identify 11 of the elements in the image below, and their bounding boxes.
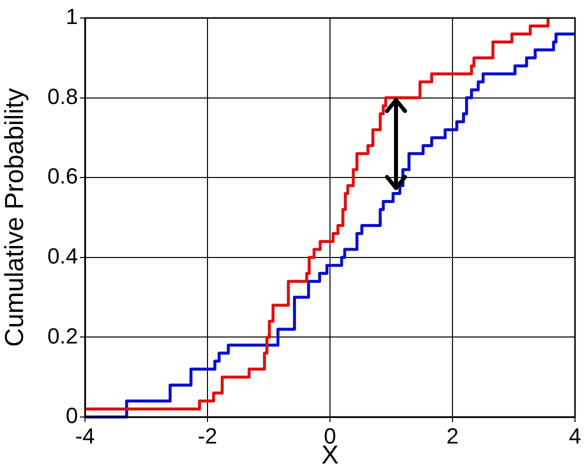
y-tick-label: 0.4 [47,243,78,268]
y-tick-label: 0 [66,403,78,428]
y-tick-label: 0.8 [47,84,78,109]
y-tick-label: 0.2 [47,323,78,348]
x-tick-label: 2 [446,423,459,448]
y-tick-label: 1 [66,4,78,30]
y-tick-label: 0.6 [47,164,78,189]
x-tick-label: -2 [198,423,218,448]
x-tick-label: 4 [568,423,582,448]
x-tick-label: -4 [75,423,95,448]
y-axis-title: Cumulative Probability [0,88,29,347]
